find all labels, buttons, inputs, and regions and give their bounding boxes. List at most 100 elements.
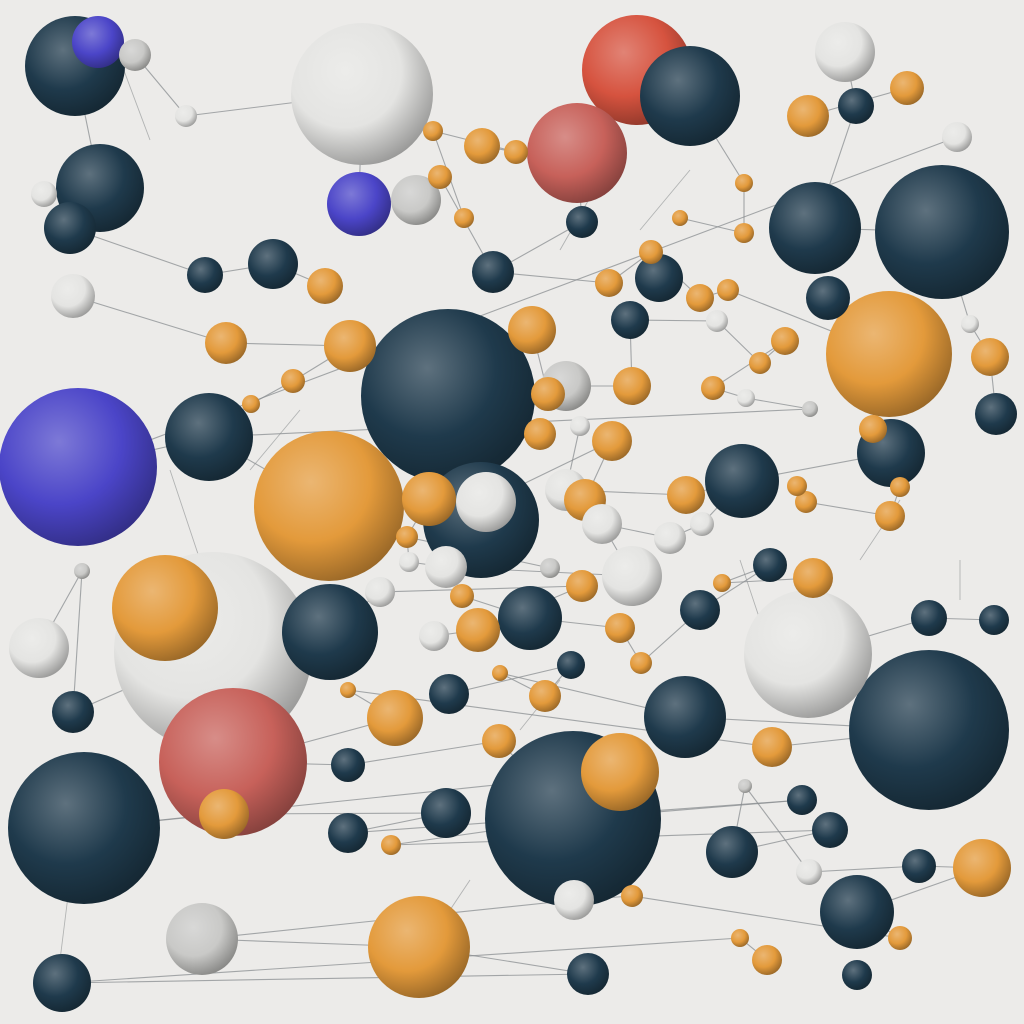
bond-line [712, 340, 786, 389]
bond-line [808, 865, 920, 873]
white-sphere [456, 472, 516, 532]
orange-sphere [787, 95, 829, 137]
navy-sphere [812, 812, 848, 848]
grey-sphere [802, 401, 818, 417]
navy-sphere [331, 748, 365, 782]
orange-sphere [504, 140, 528, 164]
orange-sphere [592, 421, 632, 461]
bond-line [72, 295, 227, 344]
orange-sphere [859, 415, 887, 443]
orange-sphere [890, 477, 910, 497]
thread-line [639, 169, 691, 231]
orange-sphere [771, 327, 799, 355]
orange-sphere [464, 128, 500, 164]
orange-sphere [875, 501, 905, 531]
orange-sphere [595, 269, 623, 297]
navy-sphere [567, 953, 609, 995]
orange-sphere [735, 174, 753, 192]
sphere-layer [0, 15, 1017, 1012]
violet-sphere [72, 16, 124, 68]
orange-sphere [717, 279, 739, 301]
orange-sphere [450, 584, 474, 608]
navy-sphere [644, 676, 726, 758]
navy-sphere [911, 600, 947, 636]
orange-sphere [621, 885, 643, 907]
orange-sphere [826, 291, 952, 417]
navy-sphere [165, 393, 253, 481]
white-sphere [31, 181, 57, 207]
bond-line [379, 585, 583, 593]
salmon-sphere [527, 103, 627, 203]
thread-line [249, 409, 301, 471]
grey-sphere [119, 39, 151, 71]
thread-line [119, 59, 151, 141]
navy-sphere [680, 590, 720, 630]
white-sphere [690, 512, 714, 536]
navy-sphere [33, 954, 91, 1012]
orange-sphere [396, 526, 418, 548]
white-sphere [602, 546, 662, 606]
bond-line [448, 664, 572, 695]
orange-sphere [381, 835, 401, 855]
orange-sphere [731, 929, 749, 947]
orange-sphere [971, 338, 1009, 376]
orange-sphere [613, 367, 651, 405]
navy-sphere [705, 444, 779, 518]
orange-sphere [254, 431, 404, 581]
navy-sphere [187, 257, 223, 293]
navy-sphere [566, 206, 598, 238]
orange-sphere [456, 608, 500, 652]
orange-sphere [630, 652, 652, 674]
white-sphere [706, 310, 728, 332]
thread-line [169, 469, 201, 561]
white-sphere [365, 577, 395, 607]
orange-sphere [787, 476, 807, 496]
navy-sphere [875, 165, 1009, 299]
bond-line [61, 973, 589, 984]
navy-sphere [328, 813, 368, 853]
orange-sphere [713, 574, 731, 592]
orange-sphere [752, 945, 782, 975]
white-sphere [942, 122, 972, 152]
navy-sphere [421, 788, 471, 838]
white-sphere [582, 504, 622, 544]
navy-sphere [806, 276, 850, 320]
orange-sphere [890, 71, 924, 105]
grey-sphere [391, 175, 441, 225]
orange-sphere [423, 121, 443, 141]
orange-sphere [242, 395, 260, 413]
navy-sphere [787, 785, 817, 815]
navy-sphere [902, 849, 936, 883]
orange-sphere [428, 165, 452, 189]
white-sphere [175, 105, 197, 127]
orange-sphere [205, 322, 247, 364]
navy-sphere [975, 393, 1017, 435]
orange-sphere [793, 558, 833, 598]
orange-sphere [492, 665, 508, 681]
navy-sphere [753, 548, 787, 582]
white-sphere [796, 859, 822, 885]
grey-sphere [74, 563, 90, 579]
navy-sphere [498, 586, 562, 650]
orange-sphere [795, 491, 817, 513]
orange-sphere [199, 789, 249, 839]
navy-sphere [769, 182, 861, 274]
white-sphere [654, 522, 686, 554]
bond-line [745, 397, 811, 410]
orange-sphere [324, 320, 376, 372]
bond-line [72, 570, 83, 713]
white-sphere [9, 618, 69, 678]
orange-sphere [749, 352, 771, 374]
orange-sphere [581, 733, 659, 811]
navy-sphere [635, 254, 683, 302]
thread-line [739, 559, 761, 621]
white-sphere [419, 621, 449, 651]
bond-line [347, 740, 500, 766]
orange-sphere [281, 369, 305, 393]
orange-sphere [508, 306, 556, 354]
orange-sphere [639, 240, 663, 264]
bond-line [679, 217, 745, 234]
orange-sphere [112, 555, 218, 661]
orange-sphere [734, 223, 754, 243]
